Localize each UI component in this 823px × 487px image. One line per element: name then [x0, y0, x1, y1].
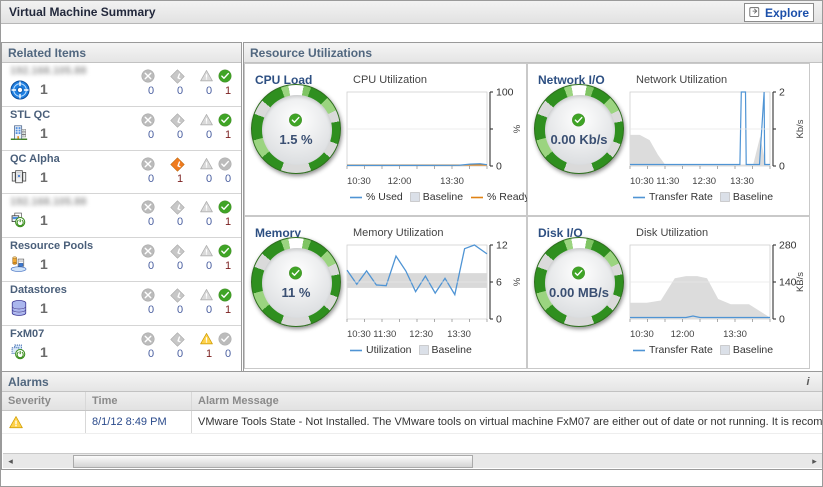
svg-text:Kb/s: Kb/s	[795, 119, 806, 138]
svg-text:13:30: 13:30	[723, 329, 747, 339]
svg-text:KB/s: KB/s	[795, 272, 806, 292]
svg-text:0: 0	[779, 161, 785, 173]
svg-text:12:30: 12:30	[692, 176, 716, 186]
svg-text:0: 0	[496, 161, 502, 173]
svg-text:0: 0	[496, 314, 502, 326]
svg-text:10:30: 10:30	[630, 176, 654, 186]
svg-text:%: %	[512, 277, 523, 286]
svg-text:13:30: 13:30	[730, 176, 754, 186]
svg-text:2: 2	[779, 87, 785, 99]
svg-text:13:30: 13:30	[447, 329, 471, 339]
svg-text:6: 6	[496, 277, 502, 289]
svg-text:10:30: 10:30	[630, 329, 654, 339]
svg-text:13:30: 13:30	[440, 176, 464, 186]
svg-text:11:30: 11:30	[656, 176, 679, 186]
svg-text:11:30: 11:30	[373, 329, 396, 339]
svg-text:10:30: 10:30	[347, 329, 371, 339]
svg-text:100: 100	[496, 87, 514, 99]
svg-text:10:30: 10:30	[347, 176, 371, 186]
svg-text:12:00: 12:00	[671, 329, 695, 339]
svg-text:12:00: 12:00	[388, 176, 412, 186]
svg-text:280: 280	[779, 240, 797, 252]
svg-text:0: 0	[779, 314, 785, 326]
svg-text:12: 12	[496, 240, 508, 252]
svg-text:12:30: 12:30	[409, 329, 433, 339]
svg-text:%: %	[512, 124, 523, 133]
